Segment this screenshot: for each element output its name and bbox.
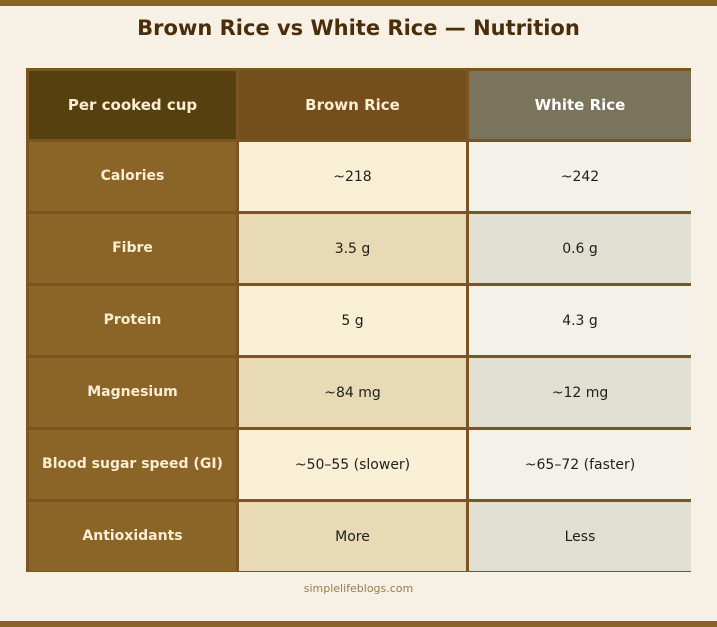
bottom-accent-bar bbox=[0, 621, 717, 627]
white-antioxidants: Less bbox=[469, 502, 691, 571]
table-row: Magnesium ~84 mg ~12 mg bbox=[29, 358, 691, 427]
row-label-protein: Protein bbox=[29, 286, 236, 355]
row-label-calories: Calories bbox=[29, 142, 236, 211]
comparison-table: Per cooked cup Brown Rice White Rice Cal… bbox=[26, 68, 694, 574]
table-row: Protein 5 g 4.3 g bbox=[29, 286, 691, 355]
table-row: Antioxidants More Less bbox=[29, 502, 691, 571]
nutrition-table: Per cooked cup Brown Rice White Rice Cal… bbox=[26, 68, 691, 572]
row-label-blood-sugar: Blood sugar speed (GI) bbox=[29, 430, 236, 499]
white-calories: ~242 bbox=[469, 142, 691, 211]
row-label-magnesium: Magnesium bbox=[29, 358, 236, 427]
brown-magnesium: ~84 mg bbox=[239, 358, 466, 427]
brown-antioxidants: More bbox=[239, 502, 466, 571]
white-fibre: 0.6 g bbox=[469, 214, 691, 283]
site-credit: simplelifeblogs.com bbox=[303, 582, 414, 595]
table-row: Blood sugar speed (GI) ~50–55 (slower) ~… bbox=[29, 430, 691, 499]
white-magnesium: ~12 mg bbox=[469, 358, 691, 427]
brown-protein: 5 g bbox=[239, 286, 466, 355]
header-white-rice: White Rice bbox=[469, 71, 691, 139]
table-row: Fibre 3.5 g 0.6 g bbox=[29, 214, 691, 283]
header-brown-rice: Brown Rice bbox=[239, 71, 466, 139]
white-protein: 4.3 g bbox=[469, 286, 691, 355]
white-blood-sugar: ~65–72 (faster) bbox=[469, 430, 691, 499]
header-per-cup: Per cooked cup bbox=[29, 71, 236, 139]
brown-calories: ~218 bbox=[239, 142, 466, 211]
page-title: Brown Rice vs White Rice — Nutrition bbox=[137, 16, 580, 40]
row-label-antioxidants: Antioxidants bbox=[29, 502, 236, 571]
table-header-row: Per cooked cup Brown Rice White Rice bbox=[29, 71, 691, 139]
row-label-fibre: Fibre bbox=[29, 214, 236, 283]
brown-fibre: 3.5 g bbox=[239, 214, 466, 283]
brown-blood-sugar: ~50–55 (slower) bbox=[239, 430, 466, 499]
top-accent-bar bbox=[0, 0, 717, 6]
table-row: Calories ~218 ~242 bbox=[29, 142, 691, 211]
